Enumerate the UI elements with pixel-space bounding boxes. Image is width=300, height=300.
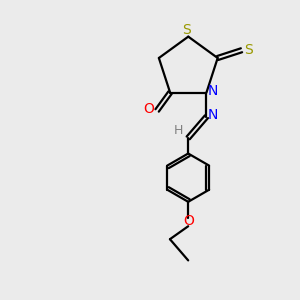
Text: N: N	[208, 108, 218, 122]
Text: O: O	[183, 214, 194, 228]
Text: N: N	[208, 84, 218, 98]
Text: O: O	[143, 102, 154, 116]
Text: H: H	[174, 124, 184, 137]
Text: S: S	[182, 23, 191, 37]
Text: S: S	[244, 43, 253, 57]
